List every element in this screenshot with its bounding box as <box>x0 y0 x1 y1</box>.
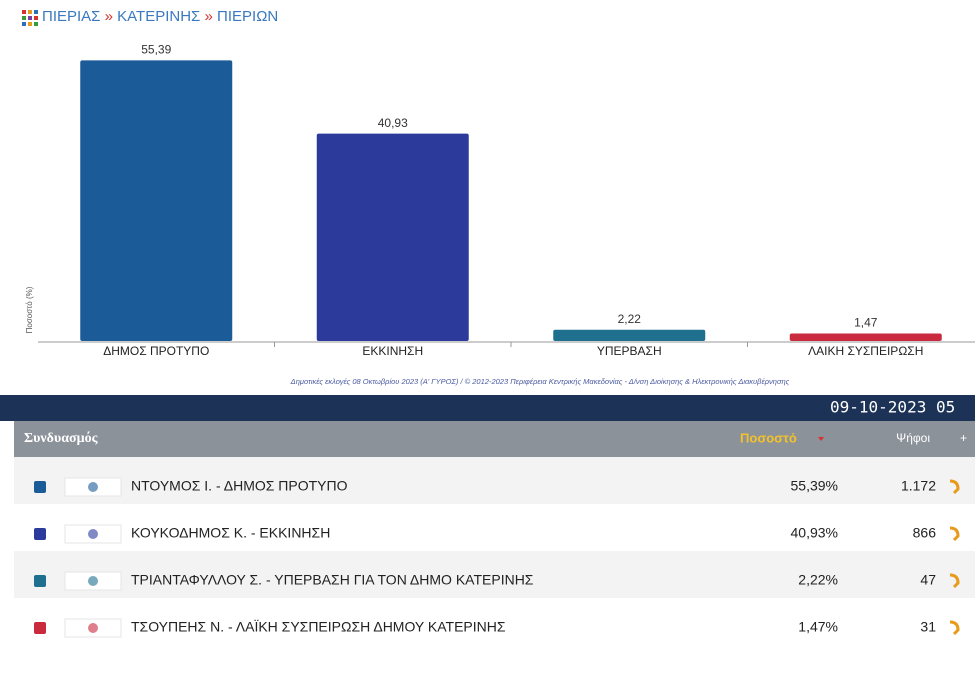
votes-cell: 31 <box>920 619 936 635</box>
votes-cell: 866 <box>913 525 937 541</box>
party-name: ΚΟΥΚΟΔΗΜΟΣ Κ. - ΕΚΚΙΝΗΣΗ <box>131 525 330 541</box>
breadcrumb-item[interactable]: ΠΙΕΡΙΩΝ <box>217 8 278 25</box>
bar <box>316 133 469 341</box>
party-logo-mark <box>88 623 98 633</box>
party-logo-mark <box>88 529 98 539</box>
value-label: 40,93 <box>378 116 408 130</box>
x-tick-label: ΕΚΚΙΝΗΣΗ <box>362 344 423 358</box>
credit: Δημοτικές εκλογές 08 Οκτωβρίου 2023 (Α' … <box>290 377 790 386</box>
color-swatch <box>34 575 46 587</box>
bar <box>789 333 942 341</box>
value-label: 1,47 <box>854 316 878 330</box>
party-name: ΝΤΟΥΜΟΣ Ι. - ΔΗΜΟΣ ΠΡΟΤΥΠΟ <box>131 478 348 494</box>
party-name: ΤΡΙΑΝΤΑΦΥΛΛΟΥ Σ. - ΥΠΕΡΒΑΣΗ ΓΙΑ ΤΟΝ ΔΗΜΟ… <box>131 572 534 588</box>
breadcrumb-item[interactable]: ΚΑΤΕΡΙΝΗΣ <box>117 8 200 25</box>
color-swatch <box>34 528 46 540</box>
timestamp: 09-10-2023 05 <box>830 398 955 417</box>
expand-icon[interactable] <box>949 526 960 542</box>
x-tick-label: ΛΑΙΚΗ ΣΥΣΠΕΙΡΩΣΗ <box>808 344 923 358</box>
color-swatch <box>34 622 46 634</box>
percent-cell: 40,93% <box>791 525 838 541</box>
x-tick-label: ΔΗΜΟΣ ΠΡΟΤΥΠΟ <box>103 344 209 358</box>
party-logo-mark <box>88 576 98 586</box>
expand-icon[interactable] <box>949 573 960 589</box>
breadcrumb-item[interactable]: ΠΙΕΡΙΑΣ <box>42 8 100 25</box>
x-tick-label: ΥΠΕΡΒΑΣΗ <box>597 344 662 358</box>
y-axis-label: Ποσοστό (%) <box>25 286 34 333</box>
bar <box>553 329 706 341</box>
table-row <box>14 551 975 598</box>
color-swatch <box>34 481 46 493</box>
votes-cell: 1.172 <box>901 478 936 494</box>
percent-cell: 55,39% <box>791 478 838 494</box>
breadcrumb[interactable]: ΠΙΕΡΙΑΣ » ΚΑΤΕΡΙΝΗΣ » ΠΙΕΡΙΩΝ <box>42 8 278 25</box>
percent-cell: 1,47% <box>798 619 838 635</box>
votes-cell: 47 <box>920 572 936 588</box>
party-name: ΤΣΟΥΠΕΗΣ Ν. - ΛΑΪΚΗ ΣΥΣΠΕΙΡΩΣΗ ΔΗΜΟΥ ΚΑΤ… <box>131 619 506 635</box>
table-row <box>14 504 975 551</box>
table-row <box>14 598 975 645</box>
bar <box>80 60 233 342</box>
table-header <box>14 421 975 457</box>
expand-icon[interactable] <box>949 479 960 495</box>
value-label: 55,39 <box>141 43 171 57</box>
header-cell[interactable]: Ψήφοι <box>896 431 930 445</box>
header-cell[interactable]: + <box>960 431 967 445</box>
percent-cell: 2,22% <box>798 572 838 588</box>
status-bar <box>0 395 975 421</box>
header-cell: Συνδυασμός <box>24 431 99 446</box>
sort-icon <box>818 437 824 441</box>
breadcrumb-icon <box>22 10 38 26</box>
header-cell[interactable]: Ποσοστό <box>740 430 797 445</box>
expand-icon[interactable] <box>949 620 960 636</box>
party-logo-mark <box>88 482 98 492</box>
table-row <box>14 457 975 504</box>
value-label: 2,22 <box>618 312 642 326</box>
